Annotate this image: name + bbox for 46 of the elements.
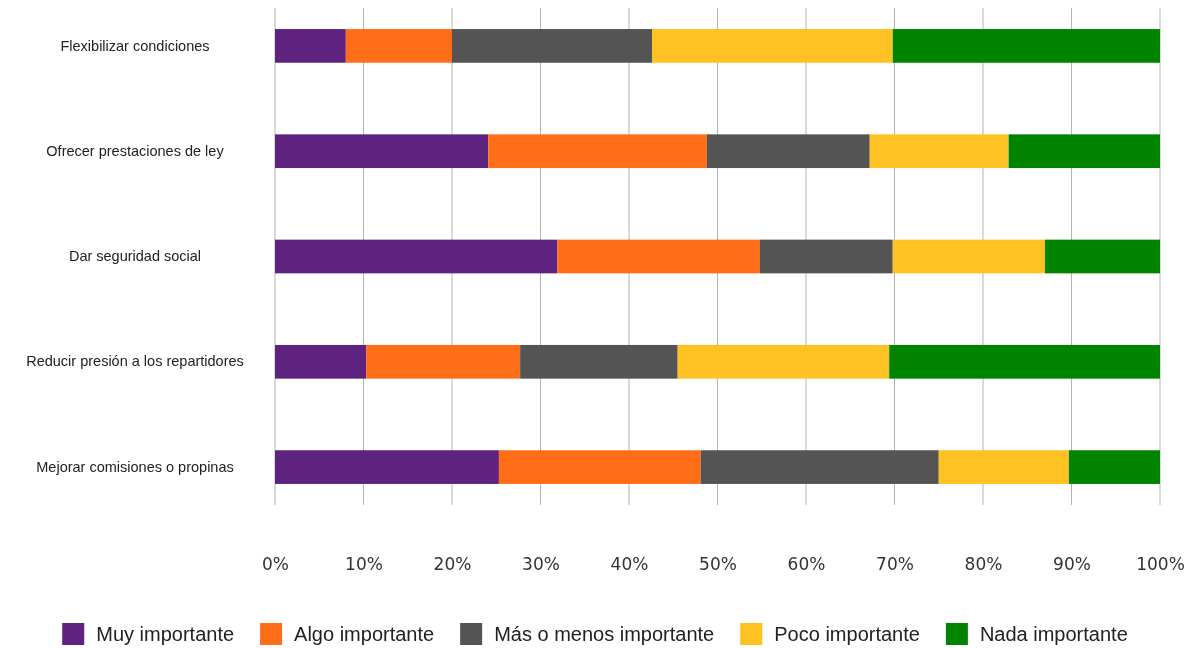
bar <box>1008 134 1160 169</box>
bar <box>706 134 870 169</box>
bar <box>892 29 1160 63</box>
x-tick-label: 30% <box>522 554 560 575</box>
bar <box>1044 239 1160 274</box>
y-tick-label: Dar seguridad social <box>68 248 202 265</box>
bar <box>700 450 939 484</box>
x-tick-label: 90% <box>1053 554 1091 575</box>
x-tick-label: 0% <box>262 554 289 575</box>
bar <box>366 344 521 379</box>
bar <box>488 134 707 169</box>
legend-label: Poco importante <box>774 623 920 645</box>
bar <box>345 29 452 63</box>
x-tick-label: 50% <box>699 554 737 575</box>
x-tick-label: 40% <box>610 554 649 575</box>
bar <box>557 239 760 274</box>
legend-label: Muy importante <box>96 623 235 645</box>
legend-label: Algo importante <box>294 623 435 645</box>
bar <box>275 344 367 379</box>
bar <box>759 239 893 274</box>
y-tick-label: Flexibilizar condiciones <box>60 37 210 54</box>
legend-label: Más o menos importante <box>494 623 715 645</box>
legend-label: Nada importante <box>979 623 1128 645</box>
bar <box>889 344 1160 379</box>
y-tick-label: Mejorar comisiones o propinas <box>36 458 234 475</box>
x-tick-label: 60% <box>787 554 826 575</box>
x-tick-label: 20% <box>433 554 472 575</box>
bar <box>1068 450 1160 484</box>
bar <box>275 450 499 484</box>
x-tick-label: 80% <box>964 554 1003 575</box>
bar <box>452 29 653 63</box>
bar <box>869 134 1009 169</box>
x-tick-label: 70% <box>876 554 914 575</box>
y-tick-label: Ofrecer prestaciones de ley <box>46 142 225 159</box>
bar <box>275 239 558 274</box>
bar <box>520 344 678 379</box>
x-tick-label: 10% <box>345 554 383 575</box>
bar <box>275 134 489 169</box>
x-tick-label: 100% <box>1136 554 1185 575</box>
y-tick-label: Reducir presión a los repartidores <box>26 353 244 370</box>
bar <box>652 29 893 63</box>
bar <box>677 344 890 379</box>
bar <box>938 450 1069 484</box>
bar <box>892 239 1045 274</box>
bar <box>275 29 346 63</box>
bar <box>498 450 701 484</box>
